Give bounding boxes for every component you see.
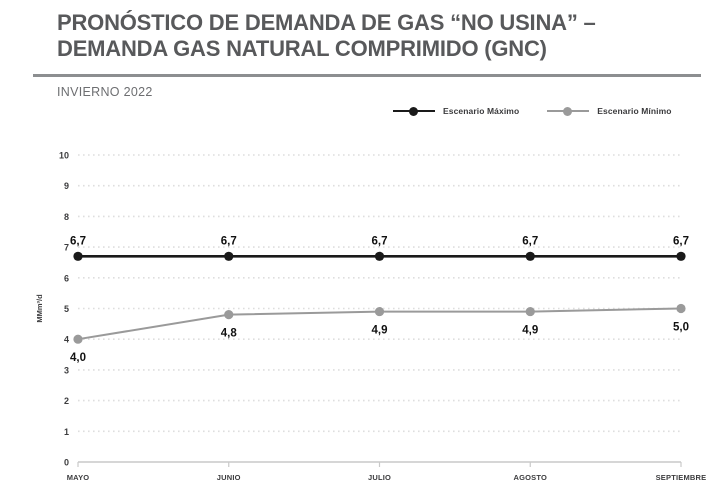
data-point-escenario-maximo bbox=[676, 251, 686, 261]
y-tick-label: 6 bbox=[64, 273, 69, 283]
data-point-escenario-minimo bbox=[374, 306, 385, 317]
x-tick-label: SEPTIEMBRE bbox=[656, 473, 707, 482]
data-point-label: 6,7 bbox=[522, 235, 538, 247]
y-tick-label: 2 bbox=[64, 396, 69, 406]
y-tick-label: 7 bbox=[64, 243, 69, 253]
data-point-escenario-minimo bbox=[525, 306, 535, 317]
data-point-escenario-minimo bbox=[676, 303, 686, 314]
page-title-line2: DEMANDA GAS NATURAL COMPRIMIDO (GNC) bbox=[57, 36, 547, 61]
y-tick-label: 3 bbox=[64, 365, 69, 375]
legend-item-escenario-minimo: Escenario Mínimo bbox=[547, 106, 671, 116]
data-point-label: 6,7 bbox=[673, 235, 689, 247]
data-point-label: 6,7 bbox=[70, 235, 86, 247]
page-title-line1: PRONÓSTICO DE DEMANDA DE GAS “NO USINA” … bbox=[57, 10, 596, 35]
data-point-label: 4,0 bbox=[70, 352, 86, 364]
data-point-label: 4,8 bbox=[221, 328, 238, 340]
y-tick-label: 4 bbox=[64, 335, 69, 345]
legend-marker-icon bbox=[393, 106, 435, 116]
y-tick-label: 1 bbox=[64, 427, 69, 437]
data-point-escenario-maximo bbox=[73, 251, 83, 261]
title-divider bbox=[33, 74, 701, 77]
data-point-escenario-maximo bbox=[525, 251, 535, 261]
y-axis-title: MMm³/d bbox=[35, 294, 44, 323]
x-tick-label: MAYO bbox=[67, 473, 90, 482]
y-tick-label: 9 bbox=[64, 181, 69, 191]
legend-marker-icon bbox=[547, 106, 590, 116]
legend-label: Escenario Máximo bbox=[443, 106, 520, 116]
data-point-escenario-minimo bbox=[224, 310, 234, 320]
data-point-label: 6,7 bbox=[221, 235, 237, 247]
chart-legend: Escenario Máximo Escenario Mínimo bbox=[393, 104, 672, 118]
chart-subtitle: INVIERNO 2022 bbox=[57, 85, 153, 99]
data-point-label: 5,0 bbox=[673, 322, 689, 334]
data-point-label: 4,9 bbox=[372, 325, 388, 337]
page-title: PRONÓSTICO DE DEMANDA DE GAS “NO USINA” … bbox=[57, 10, 596, 62]
data-point-escenario-maximo bbox=[224, 251, 234, 261]
data-point-label: 6,7 bbox=[372, 235, 388, 247]
y-tick-label: 8 bbox=[64, 212, 69, 222]
x-tick-label: JULIO bbox=[368, 473, 391, 482]
y-tick-label: 10 bbox=[59, 151, 69, 161]
legend-label: Escenario Mínimo bbox=[597, 106, 672, 116]
x-tick-label: JUNIO bbox=[217, 473, 241, 482]
y-tick-label: 5 bbox=[64, 304, 69, 314]
x-tick-label: AGOSTO bbox=[513, 473, 547, 482]
y-tick-label: 0 bbox=[64, 458, 69, 468]
data-point-escenario-maximo bbox=[374, 251, 385, 261]
legend-item-escenario-maximo: Escenario Máximo bbox=[393, 106, 519, 116]
line-chart: 0 1 2 3 4 5 6 7 8 9 10 MMm³/d MAYO JUNIO JULIO AGOSTO SE… bbox=[35, 151, 707, 483]
data-point-label: 4,9 bbox=[522, 325, 538, 337]
data-point-escenario-minimo bbox=[73, 334, 83, 344]
